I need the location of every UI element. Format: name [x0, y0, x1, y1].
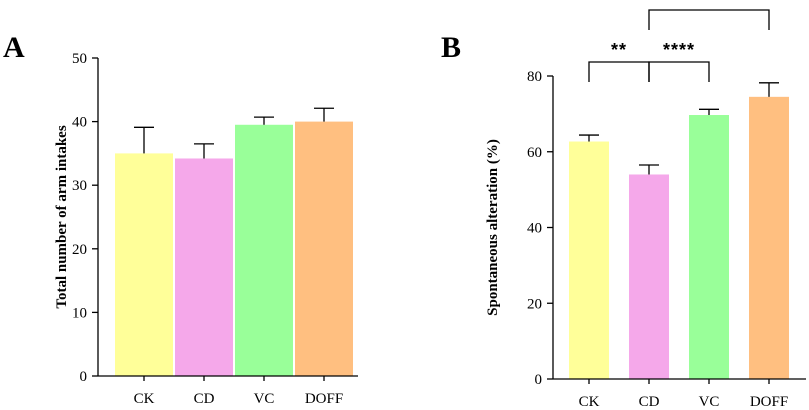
panel-b-x-tick-label-cd: CD [639, 394, 660, 410]
panel-b-x-tick-label-doff: DOFF [750, 394, 788, 410]
panel-a-y-tick-label-0: 0 [80, 369, 88, 385]
panel-a-x-tick-label-vc: VC [254, 391, 275, 407]
panel-b-y-tick-label-40: 40 [527, 221, 542, 237]
panel-a-bar-cd [175, 158, 233, 376]
panel-b-bar-ck [569, 141, 609, 379]
panel-b-y-axis-title: Spontaneous alteration (%) [485, 139, 501, 316]
panel-b-significance-label-2: **** [693, 0, 725, 8]
panel-b-significance-label-1: **** [663, 40, 695, 60]
panel-a-y-tick-label-20: 20 [72, 242, 87, 258]
panel-b-x-tick-label-ck: CK [579, 394, 600, 410]
panel-a-bar-ck [115, 153, 173, 376]
panel-b-bar-doff [749, 96, 789, 380]
panel-b-significance-bracket-0 [588, 61, 650, 82]
panel-a-y-tick-label-30: 30 [72, 178, 87, 194]
panel-a-y-axis-title: Total number of arm intakes [54, 125, 70, 309]
panel-a-y-tick-label-40: 40 [72, 115, 87, 131]
panel-a-letter: A [3, 31, 25, 64]
panel-b-significance-bracket-1 [648, 61, 710, 82]
panel-b-letter: B [441, 31, 461, 64]
panel-b-y-tick-label-60: 60 [527, 145, 542, 161]
panel-b-bar-cd [629, 174, 669, 379]
panel-b-significance-label-0: ** [611, 40, 627, 60]
panel-a-y-tick-label-50: 50 [72, 51, 87, 67]
panel-b-y-tick-label-80: 80 [527, 69, 542, 85]
panel-b-y-tick-label-20: 20 [527, 296, 542, 312]
panel-b-x-tick-label-vc: VC [699, 394, 720, 410]
panel-b-bar-vc [689, 115, 729, 379]
panel-a-x-tick-label-doff: DOFF [305, 391, 343, 407]
panel-a-x-tick-label-cd: CD [194, 391, 215, 407]
panel-a-bar-vc [235, 124, 293, 376]
panel-a-y-tick-label-10: 10 [72, 305, 87, 321]
panel-a-x-tick-label-ck: CK [134, 391, 155, 407]
panel-b-significance-bracket-2 [648, 9, 770, 30]
panel-b-y-tick-label-0: 0 [535, 372, 543, 388]
panel-a-bar-doff [295, 121, 353, 376]
